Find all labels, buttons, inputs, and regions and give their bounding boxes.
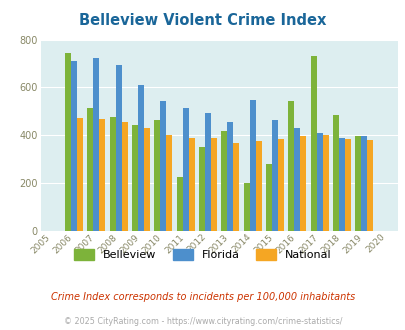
Bar: [99, 119, 105, 231]
Bar: [211, 138, 217, 231]
Bar: [233, 143, 239, 231]
Bar: [122, 122, 128, 231]
Bar: [176, 177, 182, 231]
Bar: [87, 108, 93, 231]
Bar: [294, 128, 300, 231]
Bar: [205, 113, 211, 231]
Bar: [300, 136, 306, 231]
Bar: [243, 183, 249, 231]
Bar: [182, 108, 188, 231]
Bar: [332, 115, 338, 231]
Bar: [316, 133, 322, 231]
Bar: [198, 147, 205, 231]
Bar: [160, 101, 166, 231]
Bar: [188, 138, 194, 231]
Legend: Belleview, Florida, National: Belleview, Florida, National: [74, 249, 331, 260]
Bar: [154, 120, 160, 231]
Bar: [277, 139, 284, 231]
Bar: [115, 65, 122, 231]
Bar: [93, 58, 99, 231]
Text: Belleview Violent Crime Index: Belleview Violent Crime Index: [79, 13, 326, 28]
Bar: [249, 100, 255, 231]
Bar: [288, 101, 294, 231]
Bar: [255, 141, 261, 231]
Bar: [338, 138, 344, 231]
Bar: [354, 136, 360, 231]
Bar: [132, 124, 138, 231]
Text: © 2025 CityRating.com - https://www.cityrating.com/crime-statistics/: © 2025 CityRating.com - https://www.city…: [64, 317, 341, 326]
Bar: [360, 137, 367, 231]
Bar: [367, 140, 373, 231]
Bar: [71, 61, 77, 231]
Bar: [109, 116, 115, 231]
Bar: [221, 131, 227, 231]
Text: Crime Index corresponds to incidents per 100,000 inhabitants: Crime Index corresponds to incidents per…: [51, 292, 354, 302]
Bar: [65, 53, 71, 231]
Bar: [271, 120, 277, 231]
Bar: [166, 135, 172, 231]
Bar: [138, 84, 144, 231]
Bar: [310, 56, 316, 231]
Bar: [227, 122, 233, 231]
Bar: [144, 128, 150, 231]
Bar: [77, 118, 83, 231]
Bar: [265, 164, 271, 231]
Bar: [322, 135, 328, 231]
Bar: [344, 139, 350, 231]
